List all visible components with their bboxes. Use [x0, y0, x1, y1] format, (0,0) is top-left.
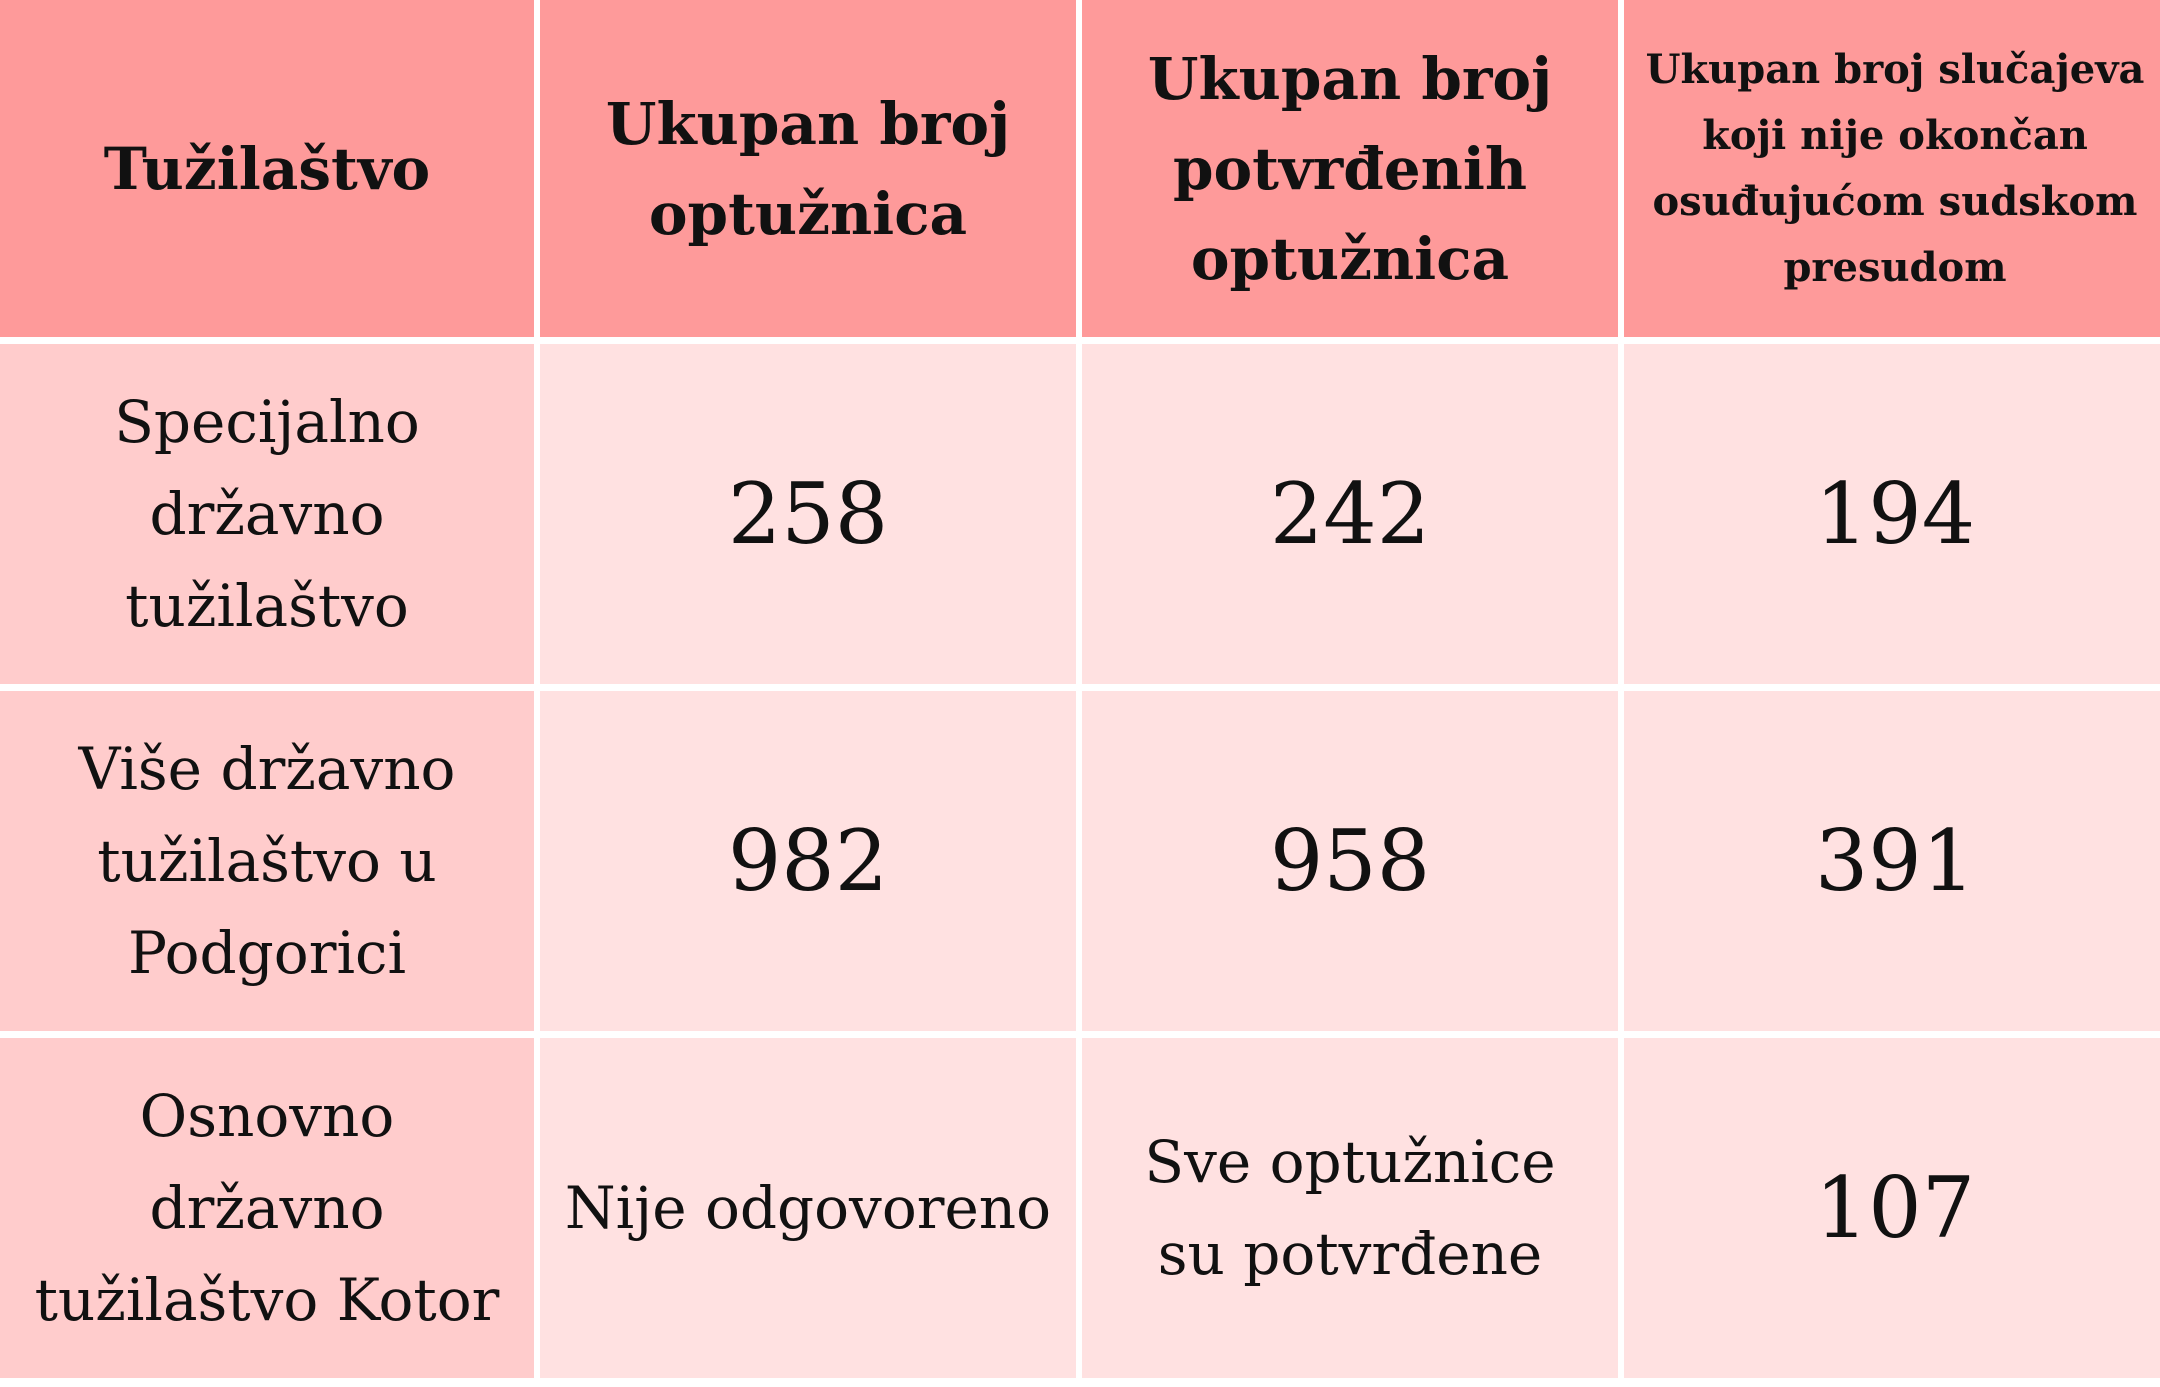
- table-cell-confirmed-indictments: Sve optužnice su potvrđene: [1082, 1038, 1618, 1378]
- row-label-specijalno: Specijalno državno tužilaštvo: [0, 344, 534, 684]
- table-cell-confirmed-indictments: 242: [1082, 344, 1618, 684]
- table-cell-confirmed-indictments: 958: [1082, 691, 1618, 1031]
- table-cell-not-convicted-cases: 194: [1624, 344, 2160, 684]
- table-cell-total-indictments: 982: [540, 691, 1076, 1031]
- table-cell-total-indictments: Nije odgovoreno: [540, 1038, 1076, 1378]
- header-not-convicted-cases: Ukupan broj slučajeva koji nije okončan …: [1624, 0, 2160, 337]
- row-label-vise-podgorica: Više državno tužilaštvo u Podgorici: [0, 691, 534, 1031]
- header-prosecutor: Tužilaštvo: [0, 0, 534, 337]
- table-cell-total-indictments: 258: [540, 344, 1076, 684]
- header-confirmed-indictments: Ukupan broj potvrđenih optužnica: [1082, 0, 1618, 337]
- table-cell-not-convicted-cases: 107: [1624, 1038, 2160, 1378]
- table-cell-not-convicted-cases: 391: [1624, 691, 2160, 1031]
- header-total-indictments: Ukupan broj optužnica: [540, 0, 1076, 337]
- row-label-osnovno-kotor: Osnovno državno tužilaštvo Kotor: [0, 1038, 534, 1378]
